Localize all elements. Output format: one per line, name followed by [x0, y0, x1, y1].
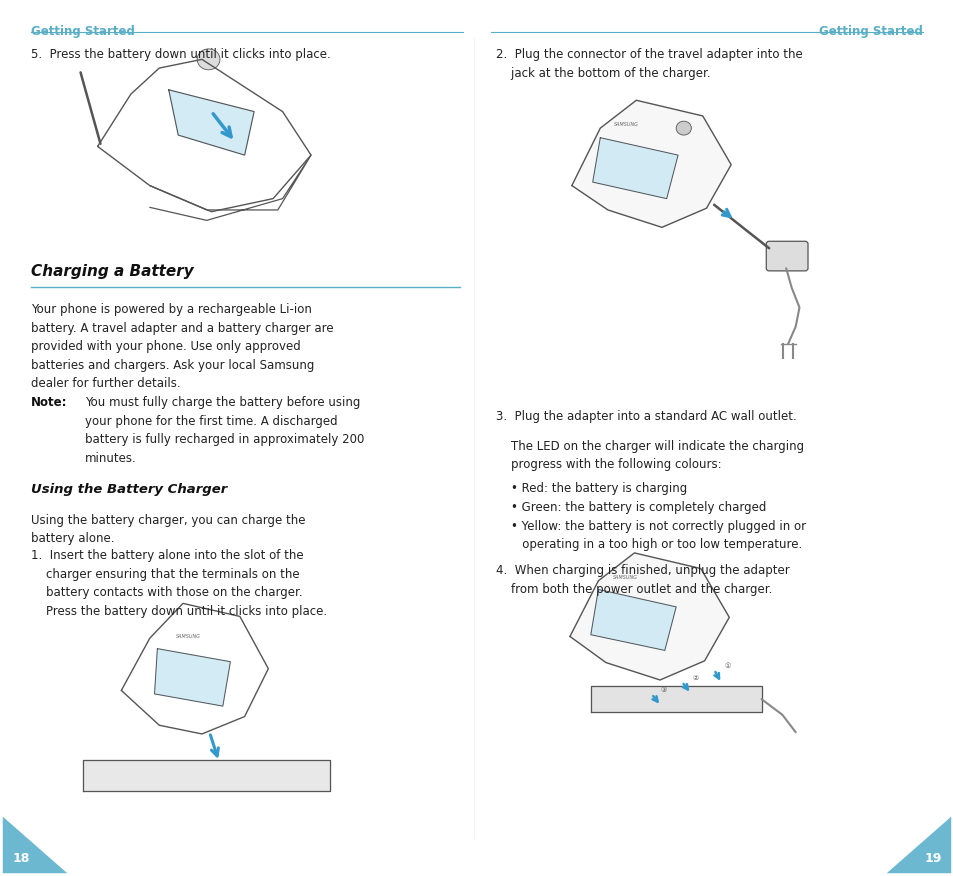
Circle shape	[676, 121, 691, 135]
Text: 2.  Plug the connector of the travel adapter into the
    jack at the bottom of : 2. Plug the connector of the travel adap…	[496, 48, 801, 80]
Text: 18: 18	[12, 851, 30, 865]
Polygon shape	[590, 686, 760, 712]
Text: Getting Started: Getting Started	[31, 25, 135, 38]
Text: ②: ②	[691, 675, 698, 682]
Polygon shape	[571, 100, 730, 228]
Text: Using the battery charger, you can charge the
battery alone.: Using the battery charger, you can charg…	[31, 513, 305, 545]
Polygon shape	[885, 816, 950, 873]
Text: SAMSUNG: SAMSUNG	[614, 122, 639, 127]
FancyBboxPatch shape	[765, 241, 807, 271]
Polygon shape	[592, 138, 678, 199]
Text: • Yellow: the battery is not correctly plugged in or
       operating in a too h: • Yellow: the battery is not correctly p…	[496, 519, 805, 551]
Text: 4.  When charging is finished, unplug the adapter
    from both the power outlet: 4. When charging is finished, unplug the…	[496, 564, 789, 596]
Text: You must fully charge the battery before using
your phone for the first time. A : You must fully charge the battery before…	[85, 396, 364, 465]
Text: • Green: the battery is completely charged: • Green: the battery is completely charg…	[496, 501, 765, 513]
Text: SAMSUNG: SAMSUNG	[612, 575, 637, 580]
Text: The LED on the charger will indicate the charging
    progress with the followin: The LED on the charger will indicate the…	[496, 440, 803, 471]
Text: SAMSUNG: SAMSUNG	[176, 634, 201, 639]
Text: Using the Battery Charger: Using the Battery Charger	[31, 484, 227, 497]
Text: • Red: the battery is charging: • Red: the battery is charging	[496, 482, 686, 495]
Polygon shape	[569, 553, 728, 680]
Polygon shape	[590, 590, 676, 650]
Polygon shape	[3, 816, 68, 873]
Polygon shape	[169, 90, 253, 155]
Text: ③: ③	[660, 688, 666, 694]
Text: 1.  Insert the battery alone into the slot of the
    charger ensuring that the : 1. Insert the battery alone into the slo…	[31, 549, 327, 618]
Text: 19: 19	[923, 851, 941, 865]
Text: Charging a Battery: Charging a Battery	[31, 264, 193, 279]
Text: Your phone is powered by a rechargeable Li-ion
battery. A travel adapter and a b: Your phone is powered by a rechargeable …	[31, 303, 334, 390]
Text: Getting Started: Getting Started	[818, 25, 922, 38]
Text: 3.  Plug the adapter into a standard AC wall outlet.: 3. Plug the adapter into a standard AC w…	[496, 410, 796, 423]
Text: 5.  Press the battery down until it clicks into place.: 5. Press the battery down until it click…	[31, 48, 331, 61]
Circle shape	[197, 49, 220, 70]
Polygon shape	[154, 648, 231, 706]
Text: Note:: Note:	[31, 396, 68, 409]
Polygon shape	[83, 760, 330, 790]
Text: ①: ①	[723, 663, 730, 669]
